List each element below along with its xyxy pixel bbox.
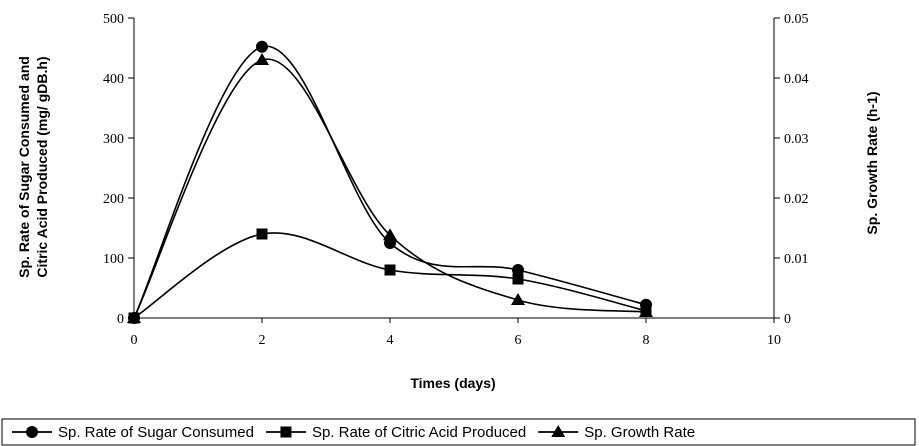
y2-tick-label: 0.03 — [784, 132, 809, 147]
y2-tick-label: 0.02 — [784, 192, 809, 207]
legend-label: Sp. Growth Rate — [584, 424, 695, 441]
legend: Sp. Rate of Sugar Consumed Sp. Rate of Ci… — [12, 424, 695, 441]
series-line-triangle — [133, 58, 647, 319]
y-axis-title-line-2: Citric Acid Produced (mg/ gDB.h) — [34, 56, 50, 277]
data-point-triangle — [639, 305, 653, 317]
x-tick-label: 2 — [259, 333, 266, 348]
y-tick-label: 0 — [117, 312, 124, 327]
y-tick-label: 500 — [103, 12, 124, 27]
x-tick-label: 8 — [643, 333, 650, 348]
y-axis-title-line-1: Sp. Rate of Sugar Consumed and — [16, 56, 32, 278]
y-tick-label: 300 — [103, 132, 124, 147]
legend-marker-square — [280, 426, 292, 438]
data-point-circle — [256, 40, 268, 53]
y-tick-label: 200 — [103, 192, 124, 207]
data-point-triangle — [383, 228, 397, 241]
x-tick-label: 0 — [131, 333, 138, 348]
legend-marker-circle — [26, 426, 38, 438]
x-tick-label: 10 — [767, 333, 781, 348]
y2-tick-label: 0.05 — [784, 12, 809, 27]
data-point-triangle — [127, 311, 141, 323]
data-point-square — [256, 228, 268, 240]
legend-marker-triangle — [551, 425, 566, 437]
x-tick-label: 4 — [387, 333, 394, 348]
x-axis-title: Times (days) — [410, 375, 495, 391]
legend-label: Sp. Rate of Citric Acid Produced — [312, 424, 526, 441]
series-line-circle — [133, 45, 647, 319]
axes: 0 2 4 6 8 10010020030040050000.010.020.030.04… — [103, 12, 809, 348]
legend-box — [1, 418, 916, 446]
data-point-triangle — [255, 53, 269, 65]
data-point-square — [512, 273, 524, 285]
markers-layer — [127, 40, 653, 324]
y2-tick-label: 0.01 — [784, 252, 809, 267]
y-tick-label: 100 — [103, 252, 124, 267]
y-axis-title: Sp. Rate of Sugar Consumed and Citric Ac… — [16, 56, 50, 278]
data-point-circle — [512, 264, 524, 276]
data-point-square — [384, 264, 396, 276]
y-tick-label: 400 — [103, 72, 124, 87]
legend-label: Sp. Rate of Sugar Consumed — [58, 424, 254, 441]
x-tick-label: 6 — [515, 333, 522, 348]
y2-tick-label: 0 — [784, 312, 791, 327]
series-layer — [133, 45, 647, 319]
y2-tick-label: 0.04 — [784, 72, 809, 87]
y2-axis-title: Sp. Growth Rate (h-1) — [864, 91, 880, 234]
data-point-triangle — [511, 293, 525, 305]
